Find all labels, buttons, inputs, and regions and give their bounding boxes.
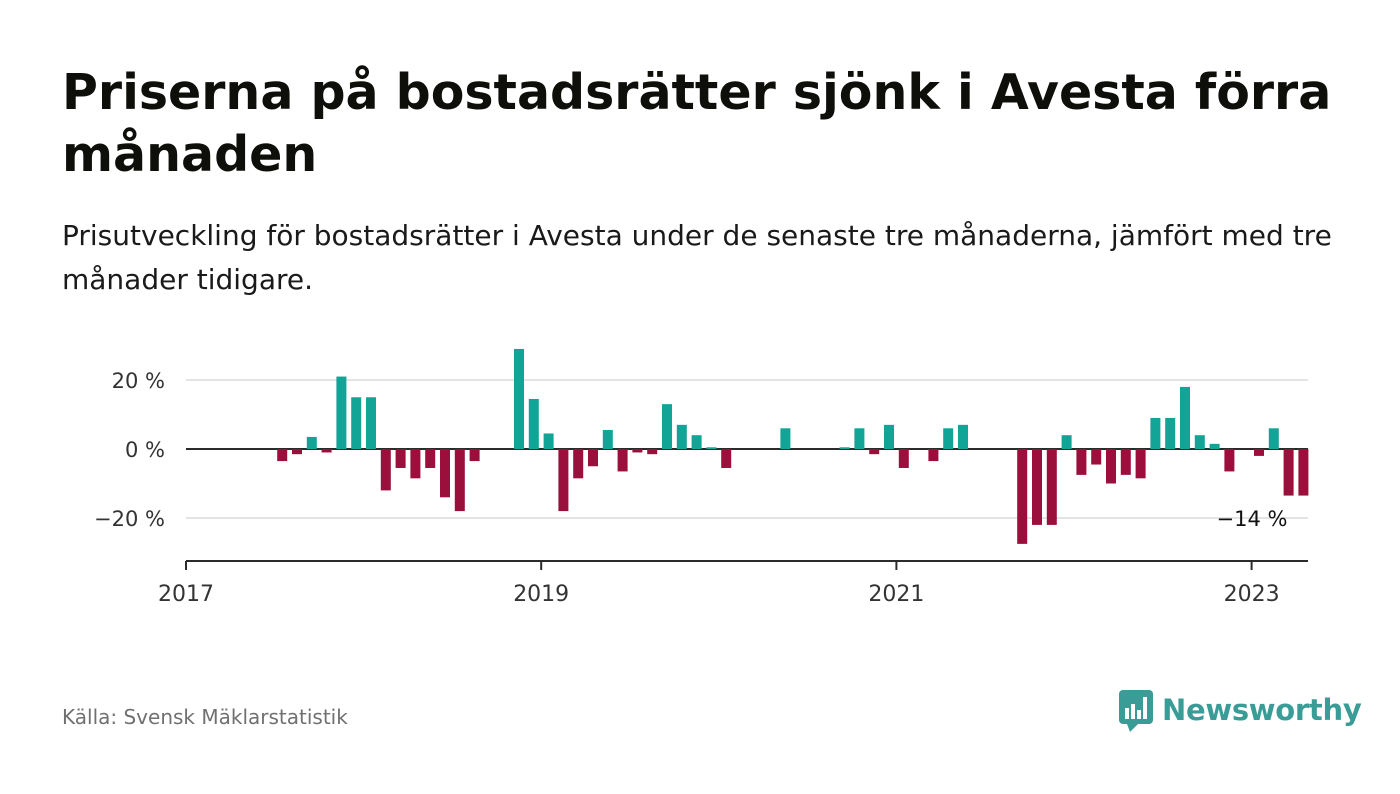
bar-negative [292,449,302,455]
bar-negative [1283,449,1294,496]
newsworthy-logo: Newsworthy [1118,688,1362,732]
bar-positive [1150,417,1161,449]
bar-negative [632,449,643,453]
x-tick-label: 2021 [868,582,924,607]
bar-positive [351,397,362,449]
last-value-annotation: −14 % [1217,507,1288,531]
bar-negative [1017,449,1028,544]
x-tick-label: 2017 [158,582,214,607]
bar-positive [336,376,347,449]
bar-negative [410,449,421,479]
bar-positive [854,428,865,449]
bar-positive [943,428,954,449]
bar-positive [780,428,791,449]
bar-positive [676,424,687,449]
bar-negative [1224,449,1235,472]
bar-positive [691,435,702,449]
bar-negative [1091,449,1102,465]
bar-negative [721,449,732,468]
bar-positive [366,397,376,449]
bar-negative [588,449,598,467]
bar-negative [573,449,584,479]
bars [277,348,1309,544]
x-axis [185,560,1308,570]
bar-negative [395,449,406,468]
bar-positive [543,433,554,449]
bar-negative [647,449,658,455]
bar-negative [1120,449,1131,475]
bar-positive [306,436,317,449]
bar-positive [662,404,672,449]
bar-negative [440,449,450,498]
y-axis-tick-labels: 20 % 0 % −20 % [94,369,165,531]
bar-negative [277,449,288,462]
x-axis-tick-labels: 2017 2019 2021 2023 [158,582,1280,607]
x-tick-label: 2019 [513,582,569,607]
source-note: Källa: Svensk Mäklarstatistik [62,705,348,729]
bar-positive [1209,443,1220,449]
bar-negative [454,449,465,512]
bar-positive [602,430,613,449]
bar-positive [1194,435,1205,449]
bar-negative [1254,449,1264,456]
bar-positive [1061,435,1072,449]
x-tick-label: 2023 [1224,582,1280,607]
bar-negative [898,449,909,468]
bar-positive [839,447,850,449]
bar-negative [380,449,391,491]
bar-negative [1076,449,1087,475]
bar-negative [1135,449,1146,479]
newsworthy-logo-icon [1119,690,1153,732]
newsworthy-logo-text: Newsworthy [1162,693,1362,727]
bar-negative [321,449,332,453]
bar-negative [1032,449,1042,525]
bar-positive [884,424,894,449]
bar-positive [706,447,717,449]
bar-negative [1298,449,1309,496]
bar-negative [1046,449,1057,525]
bar-negative [928,449,939,462]
bar-positive [1180,386,1190,449]
bar-negative [869,449,880,455]
bar-positive [1268,428,1279,449]
y-tick-label: 0 % [125,438,165,462]
bar-negative [469,449,480,462]
bar-chart: 20 % 0 % −20 % 2017 2019 2021 2023 −14 % [94,348,1309,607]
chart-subtitle: Prisutveckling för bostadsrätter i Avest… [62,219,1332,296]
bar-negative [617,449,628,472]
bar-positive [958,424,968,449]
bar-positive [528,398,539,449]
y-tick-label: −20 % [94,507,165,531]
bar-positive [1165,417,1176,449]
y-tick-label: 20 % [112,369,165,393]
bar-negative [1106,449,1116,484]
bar-negative [558,449,569,512]
bar-positive [514,348,524,449]
chart-title: Priserna på bostadsrätter sjönk i Avesta… [62,64,1332,183]
bar-negative [425,449,436,468]
